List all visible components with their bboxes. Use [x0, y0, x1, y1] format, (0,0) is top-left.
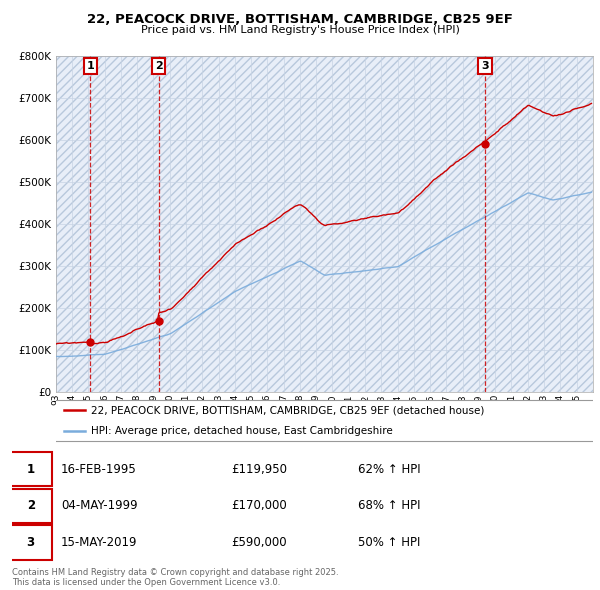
FancyBboxPatch shape	[53, 400, 595, 441]
Text: 2: 2	[155, 61, 163, 71]
Text: £590,000: £590,000	[231, 536, 287, 549]
Text: 22, PEACOCK DRIVE, BOTTISHAM, CAMBRIDGE, CB25 9EF: 22, PEACOCK DRIVE, BOTTISHAM, CAMBRIDGE,…	[87, 13, 513, 26]
Text: 3: 3	[481, 61, 489, 71]
Text: 15-MAY-2019: 15-MAY-2019	[61, 536, 137, 549]
Text: 62% ↑ HPI: 62% ↑ HPI	[358, 463, 420, 476]
Text: 50% ↑ HPI: 50% ↑ HPI	[358, 536, 420, 549]
Text: Contains HM Land Registry data © Crown copyright and database right 2025.
This d: Contains HM Land Registry data © Crown c…	[12, 568, 338, 587]
Text: £170,000: £170,000	[231, 499, 287, 513]
Text: Price paid vs. HM Land Registry's House Price Index (HPI): Price paid vs. HM Land Registry's House …	[140, 25, 460, 35]
FancyBboxPatch shape	[9, 526, 52, 560]
FancyBboxPatch shape	[9, 452, 52, 486]
Text: 16-FEB-1995: 16-FEB-1995	[61, 463, 137, 476]
Text: 1: 1	[86, 61, 94, 71]
Text: 04-MAY-1999: 04-MAY-1999	[61, 499, 137, 513]
Text: 2: 2	[26, 499, 35, 513]
Text: 3: 3	[26, 536, 35, 549]
Text: HPI: Average price, detached house, East Cambridgeshire: HPI: Average price, detached house, East…	[91, 425, 392, 435]
Text: 1: 1	[26, 463, 35, 476]
FancyBboxPatch shape	[9, 489, 52, 523]
Text: £119,950: £119,950	[231, 463, 287, 476]
Text: 68% ↑ HPI: 68% ↑ HPI	[358, 499, 420, 513]
Text: 22, PEACOCK DRIVE, BOTTISHAM, CAMBRIDGE, CB25 9EF (detached house): 22, PEACOCK DRIVE, BOTTISHAM, CAMBRIDGE,…	[91, 405, 484, 415]
